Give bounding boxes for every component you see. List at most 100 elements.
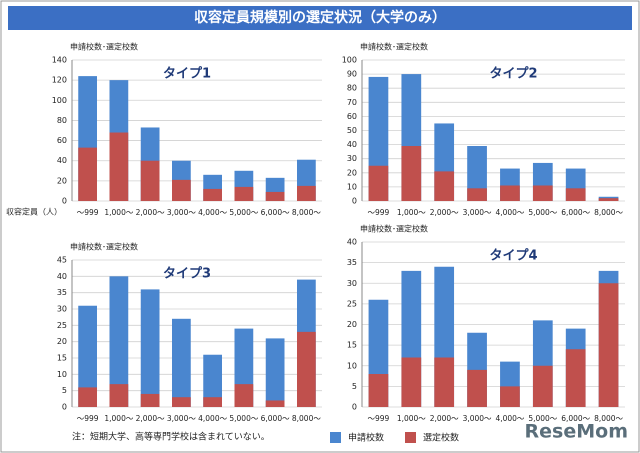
y-tick-label: 20	[347, 168, 357, 177]
bar	[401, 357, 422, 407]
y-tick-label: 60	[347, 112, 357, 121]
x-tick-label: 4,000～	[495, 208, 524, 217]
x-tick-label: 2,000～	[430, 208, 459, 217]
x-tick-label: 6,000～	[261, 208, 290, 217]
x-axis-label: 収容定員（人）	[6, 207, 62, 217]
y-tick-label: 10	[347, 182, 357, 191]
x-tick-label: 2,000～	[136, 208, 165, 217]
y-tick-label: 35	[57, 288, 67, 297]
x-tick-label: 5,000～	[528, 414, 557, 423]
y-tick-label: 0	[62, 403, 67, 412]
y-tick-label: 10	[57, 370, 67, 379]
bar	[265, 191, 285, 201]
y-tick-label: 40	[57, 272, 67, 281]
y-tick-label: 120	[52, 76, 67, 85]
y-tick-label: 90	[347, 70, 357, 79]
x-tick-label: 1,000～	[104, 414, 133, 423]
y-tick-label: 20	[57, 176, 67, 185]
bar	[140, 393, 160, 407]
y-axis-title: 申請校数･選定校数	[360, 224, 428, 234]
y-tick-label: 5	[352, 382, 357, 391]
x-tick-label: 6,000～	[561, 208, 590, 217]
y-tick-label: 70	[347, 98, 357, 107]
bar	[109, 132, 129, 201]
y-tick-label: 0	[62, 197, 67, 206]
y-tick-label: 20	[347, 320, 357, 329]
page-title: 収容定員規模別の選定状況（大学のみ）	[194, 9, 446, 26]
bar	[598, 198, 619, 201]
bar	[532, 185, 553, 201]
x-tick-label: 8,000～	[594, 208, 623, 217]
x-tick-label: 3,000～	[167, 208, 196, 217]
bar	[500, 185, 520, 201]
x-tick-label: 2,000～	[430, 414, 459, 423]
bar	[565, 349, 586, 407]
y-tick-label: 10	[347, 361, 357, 370]
y-tick-label: 0	[352, 197, 357, 206]
title-bar	[8, 6, 632, 30]
x-tick-label: ～999	[77, 414, 99, 423]
x-tick-label: 3,000～	[463, 208, 492, 217]
chart-title: タイプ4	[489, 249, 537, 264]
x-tick-label: 5,000～	[528, 208, 557, 217]
x-tick-label: 1,000～	[397, 414, 426, 423]
y-tick-label: 80	[347, 84, 357, 93]
bar	[78, 387, 97, 407]
y-tick-label: 25	[347, 299, 357, 308]
bar	[401, 146, 422, 201]
y-tick-label: 80	[57, 116, 67, 125]
bar	[532, 365, 553, 407]
y-tick-label: 15	[57, 354, 67, 363]
y-tick-label: 25	[57, 321, 67, 330]
bar	[172, 397, 191, 407]
bar	[203, 354, 222, 407]
bar	[109, 384, 129, 407]
y-axis-title: 申請校数･選定校数	[70, 242, 138, 252]
bar	[172, 318, 191, 407]
legend-label: 申請校数	[348, 432, 384, 444]
x-tick-label: 1,000～	[104, 208, 133, 217]
x-tick-label: 4,000～	[198, 414, 227, 423]
x-tick-label: 6,000～	[561, 414, 590, 423]
bar	[203, 397, 222, 407]
bar	[265, 338, 285, 407]
x-tick-label: 4,000～	[198, 208, 227, 217]
bar	[368, 165, 389, 201]
bar	[109, 276, 129, 407]
x-tick-label: 8,000～	[292, 414, 321, 423]
y-tick-label: 100	[342, 56, 357, 65]
x-tick-label: 3,000～	[167, 414, 196, 423]
y-tick-label: 30	[347, 154, 357, 163]
chart-title: タイプ1	[163, 67, 211, 82]
bar	[172, 179, 191, 201]
y-axis-title: 申請校数･選定校数	[360, 42, 428, 52]
bar	[500, 386, 520, 407]
legend-swatch	[405, 432, 416, 443]
x-tick-label: 4,000～	[495, 414, 524, 423]
x-tick-label: 8,000～	[292, 208, 321, 217]
x-tick-label: 6,000～	[261, 414, 290, 423]
bar	[234, 384, 254, 407]
bar	[565, 188, 586, 201]
bar	[297, 185, 316, 201]
x-tick-label: 1,000～	[397, 208, 426, 217]
bar	[78, 147, 97, 201]
y-tick-label: 40	[347, 238, 357, 247]
y-tick-label: 5	[62, 386, 67, 395]
x-tick-label: ～999	[77, 208, 99, 217]
bar	[434, 357, 455, 407]
y-tick-label: 35	[347, 258, 357, 267]
bar	[467, 146, 487, 201]
logo: ReseMom	[525, 421, 628, 443]
bar	[234, 186, 254, 201]
legend-swatch	[330, 432, 341, 443]
bar	[598, 283, 619, 407]
bar	[265, 400, 285, 407]
x-tick-label: 3,000～	[463, 414, 492, 423]
chart-title: タイプ2	[489, 67, 537, 82]
y-tick-label: 40	[347, 140, 357, 149]
chart-title: タイプ3	[163, 267, 211, 282]
bar	[140, 289, 160, 407]
y-tick-label: 60	[57, 136, 67, 145]
bar	[297, 331, 316, 407]
